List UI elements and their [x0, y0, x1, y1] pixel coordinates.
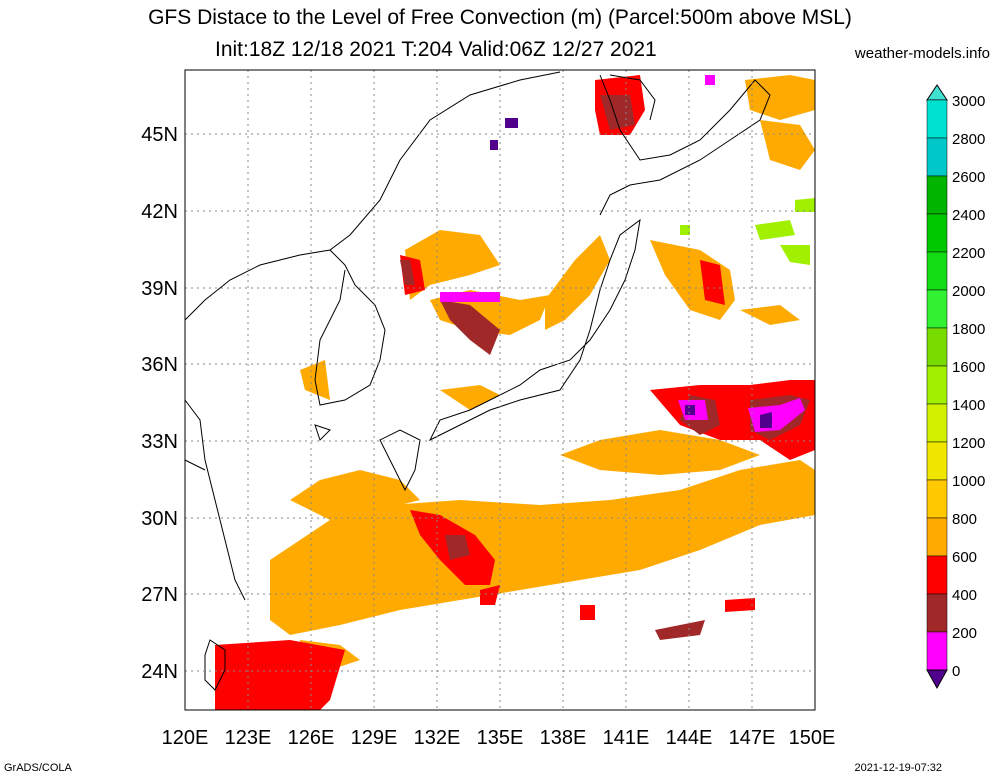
colorbar-top-cap — [926, 84, 948, 101]
colorbar-swatch — [926, 593, 948, 633]
lon-label: 123E — [225, 727, 272, 749]
lat-label: 30N — [141, 508, 178, 530]
colorbar-label: 2600 — [952, 169, 985, 186]
lat-label: 45N — [141, 124, 178, 146]
colorbar-label: 2400 — [952, 207, 985, 224]
colorbar-swatch — [926, 289, 948, 329]
lon-label: 135E — [477, 727, 524, 749]
coastlines — [184, 71, 771, 691]
map-frame — [184, 69, 816, 711]
lon-axis: 120E 123E 126E 129E 132E 135E 138E 141E … — [162, 727, 836, 749]
colorbar-label: 400 — [952, 587, 977, 604]
colorbar: 3000 2800 2600 2400 2200 2000 1800 1600 … — [926, 84, 985, 690]
colorbar-label: 200 — [952, 625, 977, 642]
colorbar-label: 1000 — [952, 473, 985, 490]
colorbar-swatch — [926, 213, 948, 253]
colorbar-swatch — [926, 175, 948, 215]
colorbar-label: 1600 — [952, 359, 985, 376]
colorbar-label: 800 — [952, 511, 977, 528]
field-purple — [490, 118, 772, 428]
colorbar-swatch — [926, 631, 948, 671]
lon-label: 129E — [351, 727, 398, 749]
map-plot-area — [184, 69, 816, 711]
colorbar-swatch — [926, 251, 948, 291]
lon-label: 126E — [288, 727, 335, 749]
map-title: GFS Distace to the Level of Free Convect… — [148, 6, 852, 29]
colorbar-swatch — [926, 99, 948, 139]
colorbar-swatch — [926, 403, 948, 443]
colorbar-swatch — [926, 479, 948, 519]
colorbar-swatch — [926, 365, 948, 405]
lat-label: 33N — [141, 431, 178, 453]
lat-label: 39N — [141, 278, 178, 300]
colorbar-label: 3000 — [952, 93, 985, 110]
lat-label: 36N — [141, 354, 178, 376]
colorbar-label: 600 — [952, 549, 977, 566]
colorbar-swatch — [926, 441, 948, 481]
lon-label: 144E — [666, 727, 713, 749]
colorbar-bottom-cap — [926, 669, 948, 690]
colorbar-label: 0 — [952, 663, 960, 680]
lon-label: 120E — [162, 727, 209, 749]
footer-timestamp: 2021-12-19-07:32 — [854, 762, 942, 774]
field-green — [680, 198, 815, 265]
colorbar-label: 2800 — [952, 131, 985, 148]
footer-software: GrADS/COLA — [4, 762, 72, 774]
colorbar-swatch — [926, 327, 948, 367]
lon-label: 147E — [729, 727, 776, 749]
colorbar-label: 2000 — [952, 283, 985, 300]
map-gridlines — [185, 70, 815, 710]
colorbar-label: 1800 — [952, 321, 985, 338]
lon-label: 132E — [414, 727, 461, 749]
lon-label: 150E — [789, 727, 836, 749]
lat-label: 27N — [141, 584, 178, 606]
lat-label: 24N — [141, 661, 178, 683]
colorbar-swatch — [926, 517, 948, 557]
site-label: weather-models.info — [854, 45, 990, 62]
colorbar-swatch — [926, 137, 948, 177]
colorbar-swatch — [926, 555, 948, 595]
colorbar-label: 1200 — [952, 435, 985, 452]
colorbar-label: 1400 — [952, 397, 985, 414]
colorbar-label: 2200 — [952, 245, 985, 262]
lat-label: 42N — [141, 201, 178, 223]
lat-axis: 45N 42N 39N 36N 33N 30N 27N 24N — [141, 124, 178, 683]
lon-label: 141E — [603, 727, 650, 749]
map-subtitle: Init:18Z 12/18 2021 T:204 Valid:06Z 12/2… — [215, 38, 657, 61]
lon-label: 138E — [540, 727, 587, 749]
